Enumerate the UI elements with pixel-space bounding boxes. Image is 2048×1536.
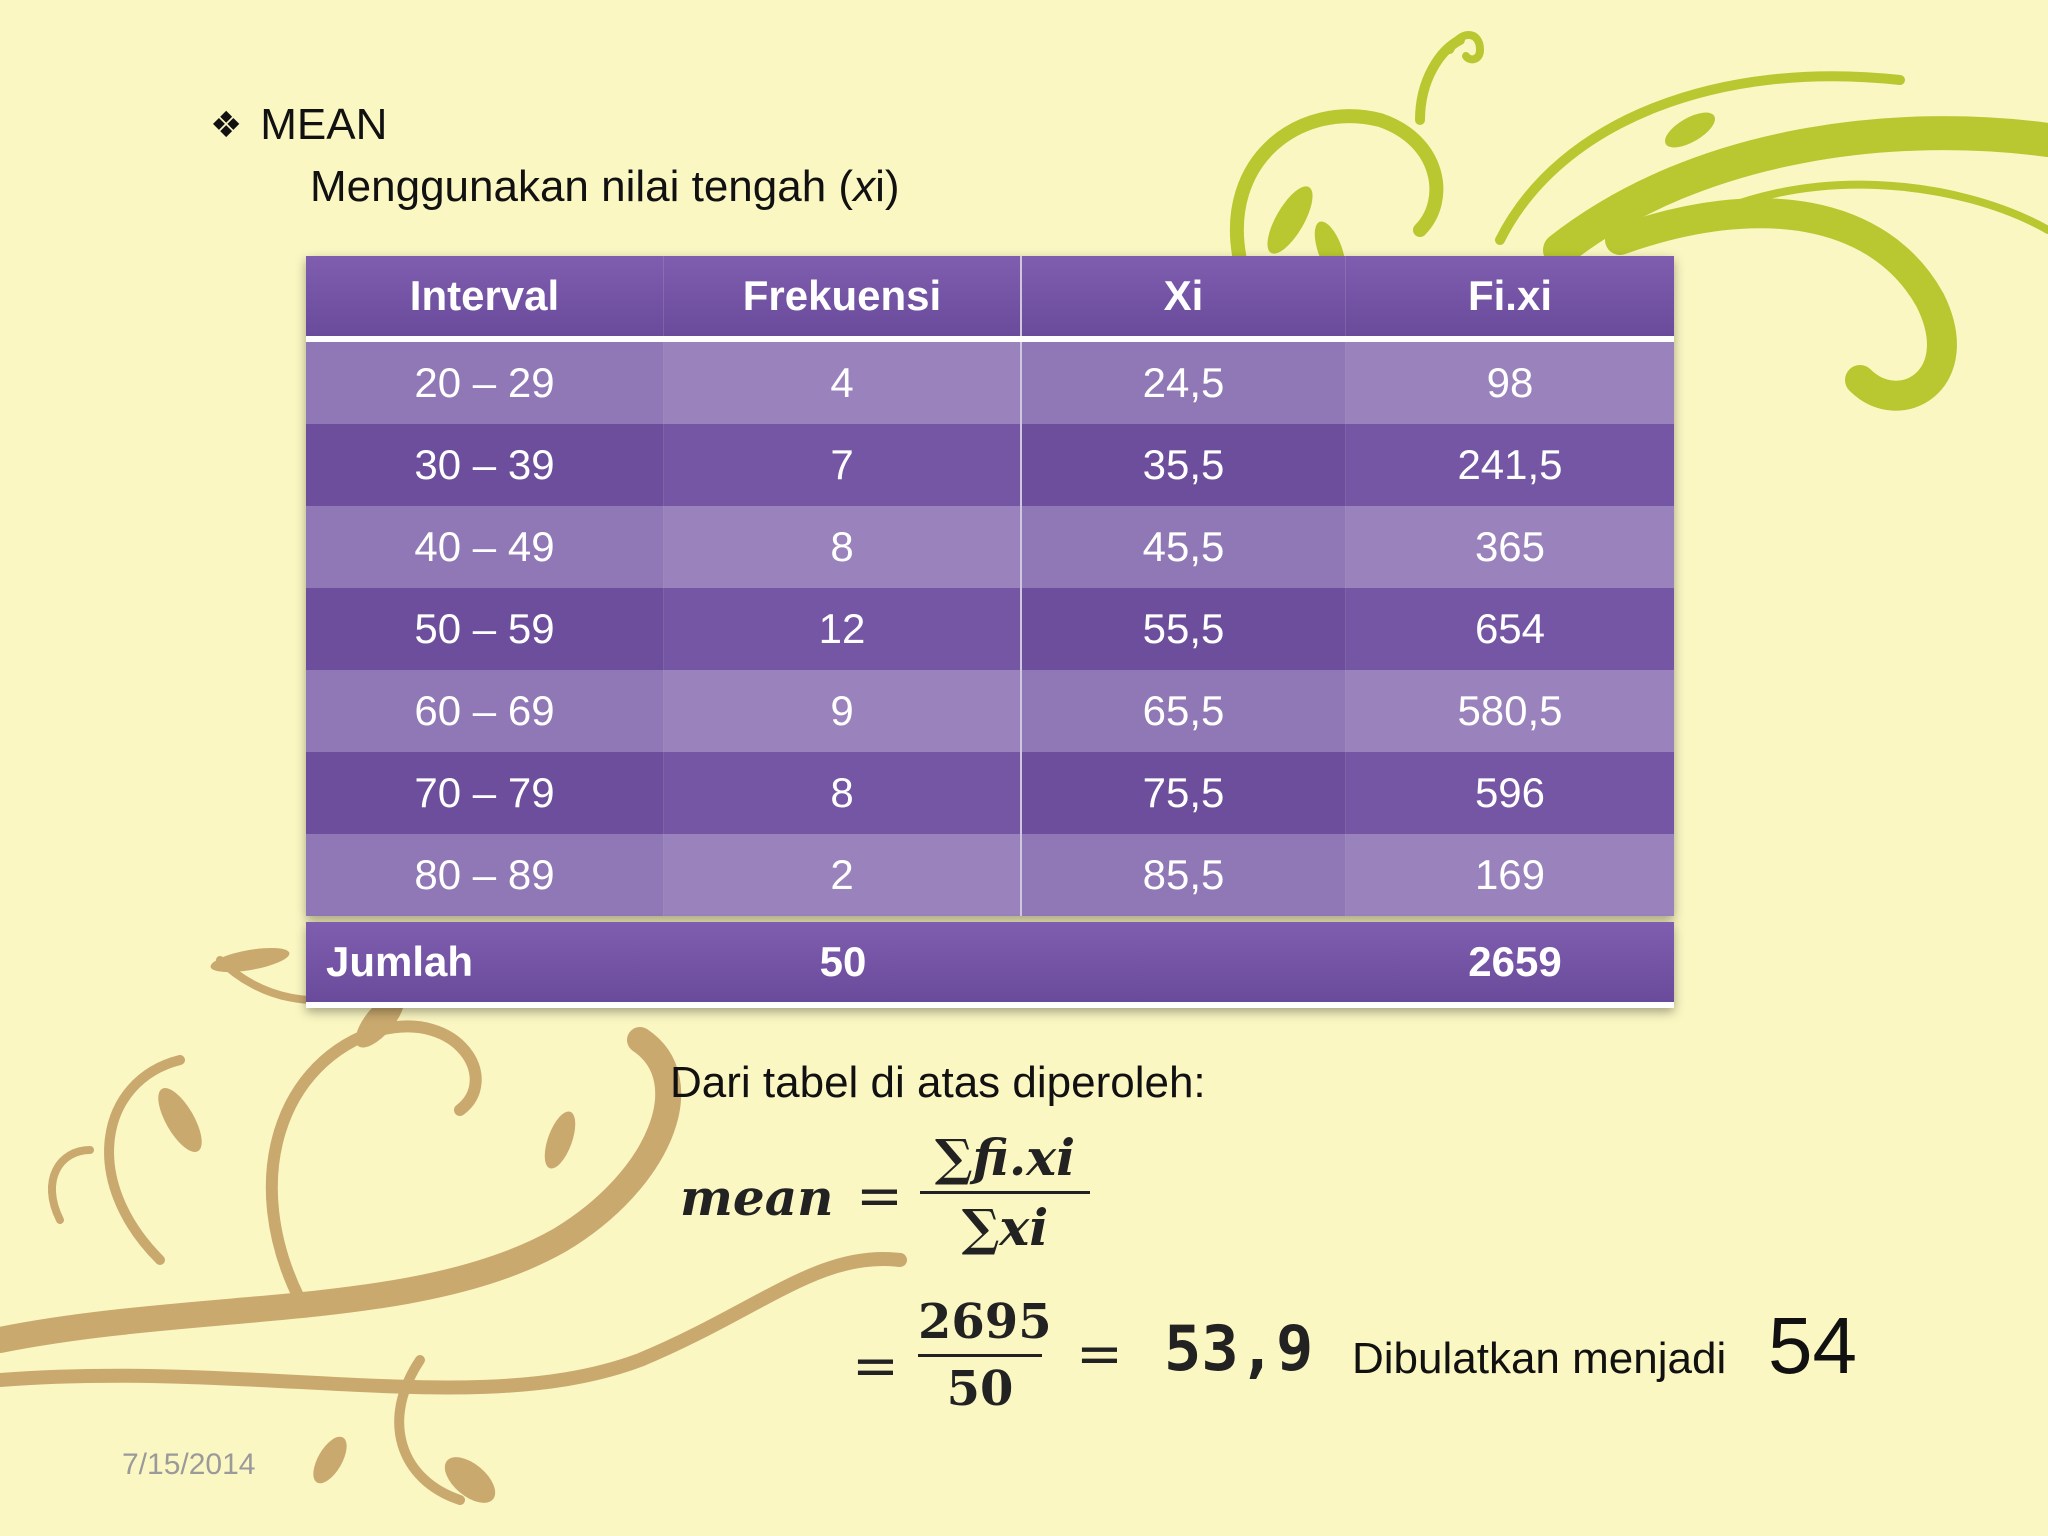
table-header-row: Interval Frekuensi Xi Fi.xi xyxy=(306,256,1674,342)
slide-date: 7/15/2014 xyxy=(122,1448,256,1481)
table-row: 70 – 79 8 75,5 596 xyxy=(306,752,1674,834)
equals-sign: = xyxy=(1076,1322,1123,1387)
frequency-table: Interval Frekuensi Xi Fi.xi 20 – 29 4 24… xyxy=(306,256,1674,916)
slide-subtitle: Menggunakan nilai tengah (xi) xyxy=(310,162,900,211)
numeric-fraction: 2695 50 xyxy=(918,1294,1052,1417)
symbolic-fraction: ∑fi.xi ∑xi xyxy=(920,1128,1090,1257)
mean-result: 53,9 xyxy=(1164,1312,1314,1385)
formula-intro: Dari tabel di atas diperoleh: xyxy=(670,1058,1206,1107)
cell-frekuensi: 8 xyxy=(664,752,1022,834)
cell-fixi: 596 xyxy=(1346,752,1674,834)
cell-fixi: 580,5 xyxy=(1346,670,1674,752)
equals-sign: = xyxy=(856,1164,903,1229)
cell-xi: 55,5 xyxy=(1022,588,1346,670)
equals-sign: = xyxy=(852,1334,899,1399)
cell-fixi: 654 xyxy=(1346,588,1674,670)
cell-fixi: 169 xyxy=(1346,834,1674,916)
cell-interval: 50 – 59 xyxy=(306,588,664,670)
numeric-numerator: 2695 xyxy=(918,1294,1052,1350)
cell-frekuensi: 9 xyxy=(664,670,1022,752)
table-row: 40 – 49 8 45,5 365 xyxy=(306,506,1674,588)
cell-frekuensi: 7 xyxy=(664,424,1022,506)
total-fixi: 2659 xyxy=(1468,938,1562,985)
table-row: 60 – 69 9 65,5 580,5 xyxy=(306,670,1674,752)
header-frekuensi: Frekuensi xyxy=(664,256,1022,336)
cell-xi: 35,5 xyxy=(1022,424,1346,506)
cell-interval: 40 – 49 xyxy=(306,506,664,588)
total-table: Jumlah 50 2659 xyxy=(306,922,1674,1008)
cell-interval: 60 – 69 xyxy=(306,670,664,752)
symbolic-numerator: ∑fi.xi xyxy=(934,1128,1076,1187)
cell-xi: 85,5 xyxy=(1022,834,1346,916)
cell-xi: 45,5 xyxy=(1022,506,1346,588)
slide-heading: ❖ MEAN xyxy=(210,100,387,150)
cell-xi: 24,5 xyxy=(1022,342,1346,424)
table-row: 20 – 29 4 24,5 98 xyxy=(306,342,1674,424)
total-frekuensi: 50 xyxy=(819,938,867,985)
fraction-bar xyxy=(920,1191,1090,1194)
cell-fixi: 241,5 xyxy=(1346,424,1674,506)
cell-interval: 20 – 29 xyxy=(306,342,664,424)
cell-xi: 65,5 xyxy=(1022,670,1346,752)
table-row: 50 – 59 12 55,5 654 xyxy=(306,588,1674,670)
cell-fixi: 98 xyxy=(1346,342,1674,424)
header-interval: Interval xyxy=(306,256,664,336)
header-fixi: Fi.xi xyxy=(1467,272,1553,319)
cell-xi: 75,5 xyxy=(1022,752,1346,834)
header-xi: Xi xyxy=(1022,256,1346,336)
cell-fixi: 365 xyxy=(1346,506,1674,588)
total-label: Jumlah xyxy=(326,938,474,985)
cell-frekuensi: 4 xyxy=(664,342,1022,424)
table-row: 80 – 89 2 85,5 169 xyxy=(306,834,1674,916)
heading-text: MEAN xyxy=(260,100,388,149)
fraction-bar xyxy=(918,1354,1042,1357)
numeric-denominator: 50 xyxy=(946,1361,1014,1417)
four-diamond-bullet-icon: ❖ xyxy=(210,104,243,145)
cell-frekuensi: 12 xyxy=(664,588,1022,670)
rounding-text: Dibulatkan menjadi xyxy=(1352,1334,1727,1383)
cell-interval: 30 – 39 xyxy=(306,424,664,506)
cell-interval: 80 – 89 xyxy=(306,834,664,916)
total-row: Jumlah 50 2659 xyxy=(306,922,1674,1008)
cell-interval: 70 – 79 xyxy=(306,752,664,834)
mean-label: mean xyxy=(680,1168,834,1227)
cell-frekuensi: 8 xyxy=(664,506,1022,588)
rounded-value: 54 xyxy=(1768,1301,1857,1390)
cell-frekuensi: 2 xyxy=(664,834,1022,916)
table-row: 30 – 39 7 35,5 241,5 xyxy=(306,424,1674,506)
symbolic-denominator: ∑xi xyxy=(961,1198,1049,1257)
